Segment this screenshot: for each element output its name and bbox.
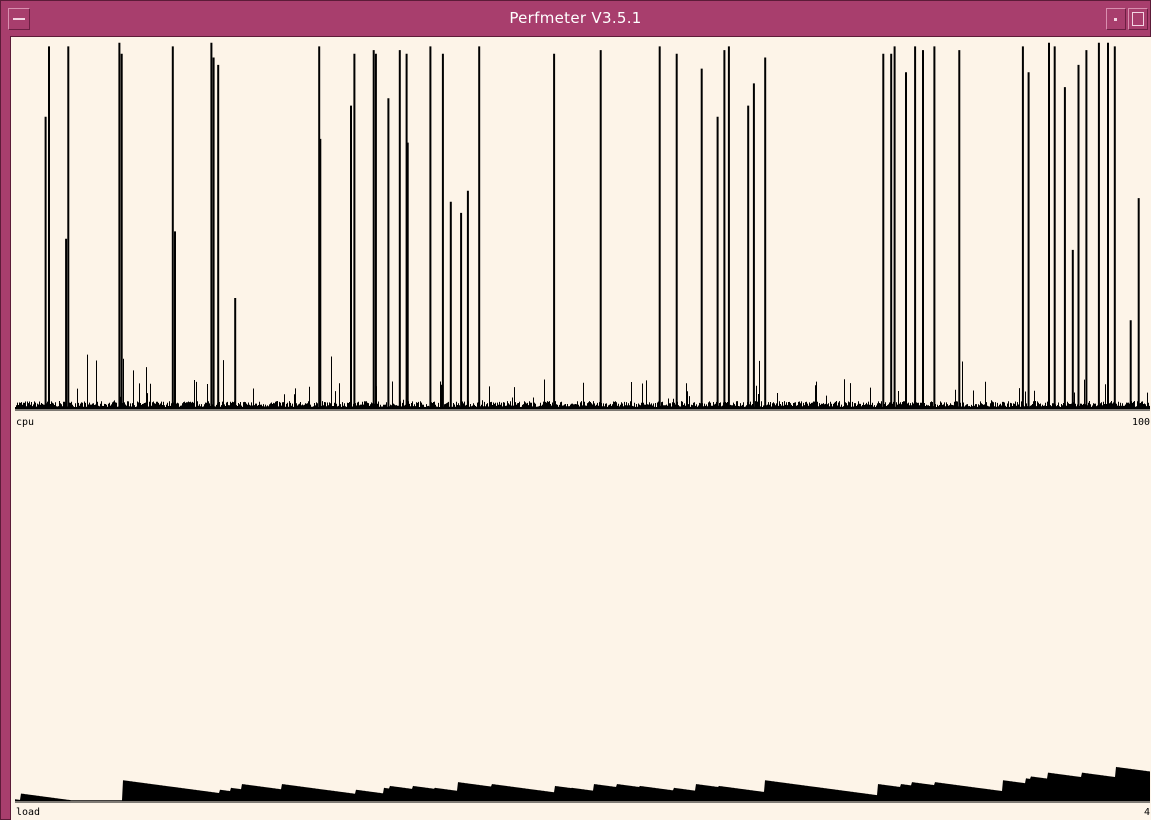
title-bar[interactable]: Perfmeter V3.5.1 (4, 4, 1148, 34)
load-max-label: 4 (1144, 807, 1150, 818)
load-label: load (16, 807, 40, 818)
window-menu-icon[interactable] (8, 8, 30, 30)
cpu-activity-trace (15, 354, 1150, 409)
meter-area: cpu 100 load 4 (10, 36, 1151, 820)
meters-canvas: cpu 100 load 4 (15, 42, 1150, 818)
maximize-icon[interactable] (1128, 8, 1148, 30)
load-graph (15, 766, 1150, 801)
cpu-graph (15, 42, 1150, 409)
load-area (15, 766, 1150, 801)
cpu-label: cpu (16, 417, 34, 428)
window-title: Perfmeter V3.5.1 (509, 9, 642, 27)
minimize-icon[interactable] (1106, 8, 1126, 30)
cpu-max-label: 100 (1132, 417, 1150, 428)
